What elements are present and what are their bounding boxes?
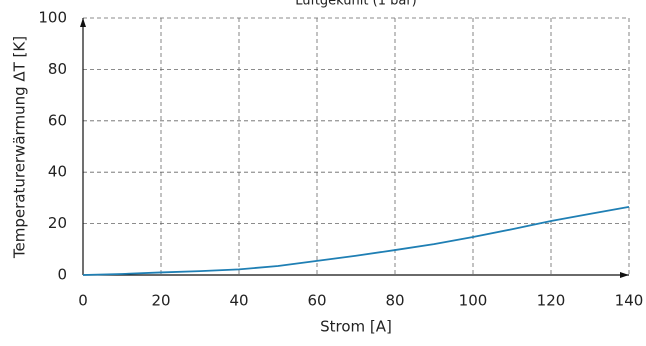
x-tick-label: 120: [537, 292, 566, 310]
line: [82, 206, 630, 276]
x-axis-arrow: [620, 272, 629, 278]
x-axis-label: Strom [A]: [320, 318, 392, 336]
y-tick-label: 0: [57, 266, 67, 284]
x-tick-label: 0: [78, 292, 88, 310]
y-tick-label: 60: [48, 111, 67, 129]
y-axis-arrow: [80, 18, 86, 27]
x-tick-label: 140: [615, 292, 644, 310]
x-tick-label: 80: [385, 292, 404, 310]
y-tick-label: 80: [48, 60, 67, 78]
x-tick-label: 100: [459, 292, 488, 310]
x-tick-label: 20: [151, 292, 170, 310]
x-tick-label: 60: [307, 292, 326, 310]
y-tick-label: 100: [38, 9, 67, 27]
x-tick-label: 40: [229, 292, 248, 310]
y-tick-label: 40: [48, 163, 67, 181]
chart-title: Luftgekühlt (1 bar): [295, 0, 417, 9]
y-tick-label: 20: [48, 214, 67, 232]
y-axis-label: Temperaturerwärmung ΔT [K]: [11, 36, 29, 259]
